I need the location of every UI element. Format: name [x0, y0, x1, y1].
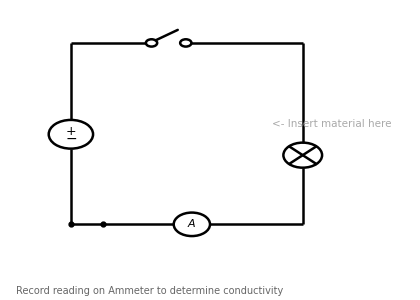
Text: −: −	[65, 132, 77, 146]
Text: +: +	[66, 124, 76, 138]
Text: A: A	[188, 219, 196, 229]
Text: Record reading on Ammeter to determine conductivity: Record reading on Ammeter to determine c…	[16, 286, 284, 296]
Text: <- Insert material here: <- Insert material here	[272, 119, 391, 129]
